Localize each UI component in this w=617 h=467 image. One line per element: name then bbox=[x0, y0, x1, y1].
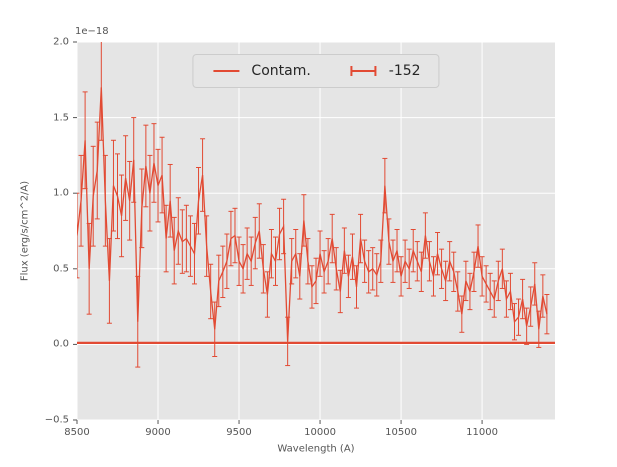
contam-line-swatch bbox=[213, 70, 240, 72]
errorbar-swatch bbox=[350, 66, 377, 76]
y-axis-label: Flux (erg/s/cm^2/A) bbox=[19, 180, 31, 282]
legend-item-spectrum: -152 bbox=[349, 63, 421, 79]
x-axis-label: Wavelength (A) bbox=[277, 443, 355, 455]
y-axis-offset-label: 1e−18 bbox=[75, 26, 109, 37]
legend-label-contam: Contam. bbox=[251, 63, 311, 79]
x-tick-label: 11000 bbox=[466, 427, 498, 438]
tick-marks bbox=[73, 41, 483, 424]
x-tick-label: 9500 bbox=[226, 427, 252, 438]
x-tick-label: 10000 bbox=[304, 427, 336, 438]
x-tick-label: 9000 bbox=[145, 427, 171, 438]
y-tick-label: 2.0 bbox=[53, 36, 69, 48]
gridlines bbox=[76, 41, 555, 421]
y-tick-label: −0.5 bbox=[44, 414, 69, 426]
y-tick-label: 1.5 bbox=[53, 112, 69, 124]
y-tick-label: 0.0 bbox=[53, 338, 69, 350]
x-tick-label: 8500 bbox=[64, 427, 90, 438]
spectrum-line bbox=[77, 87, 548, 342]
legend-label-spectrum: -152 bbox=[388, 63, 421, 79]
axes-background bbox=[77, 42, 555, 420]
x-tick-label: 10500 bbox=[385, 427, 417, 438]
y-tick-label: 0.5 bbox=[53, 263, 69, 275]
legend-item-contam: Contam. bbox=[211, 63, 311, 79]
legend: Contam. -152 bbox=[192, 54, 440, 88]
y-tick-label: 1.0 bbox=[53, 187, 69, 199]
